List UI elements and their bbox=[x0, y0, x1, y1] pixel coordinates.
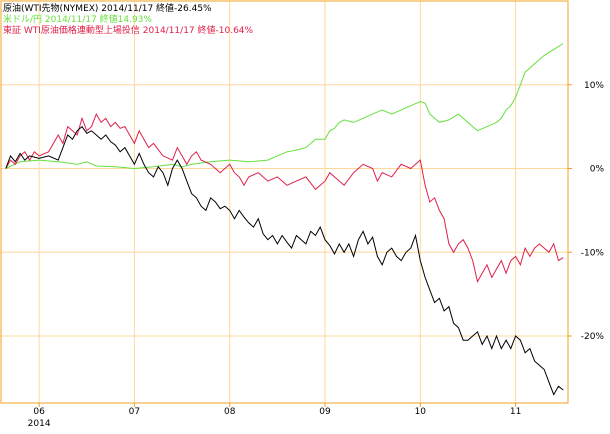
legend-usd-jpy: 米ドル/円 2014/11/17 終値14.93% bbox=[3, 13, 152, 25]
series-line-0 bbox=[5, 125, 564, 396]
series-line-1 bbox=[5, 43, 564, 170]
series-lines bbox=[5, 43, 564, 396]
y-tick-label-1: 0% bbox=[590, 165, 605, 175]
y-tick-label-0: 10% bbox=[584, 81, 604, 91]
y-axis: 10% 0% -10% -20% bbox=[568, 81, 604, 342]
x-tick-label-3: 09 bbox=[319, 407, 331, 417]
y-tick-label-3: -20% bbox=[581, 332, 605, 342]
series-line-2 bbox=[5, 112, 564, 283]
x-tick-label-5: 11 bbox=[510, 407, 521, 417]
x-tick-label-2: 08 bbox=[224, 407, 236, 417]
x-year-label: 2014 bbox=[28, 419, 51, 429]
x-tick-label-4: 10 bbox=[415, 407, 427, 417]
x-tick-label-1: 07 bbox=[129, 407, 140, 417]
legend-wti-etf: 東証 WTI原油価格連動型上場投信 2014/11/17 終値-10.64% bbox=[3, 24, 254, 36]
y-tick-label-2: -10% bbox=[581, 248, 605, 258]
x-tick-label-0: 06 bbox=[33, 407, 45, 417]
x-axis: 06 07 08 09 10 11 2014 bbox=[28, 403, 521, 429]
plot-frame bbox=[0, 0, 569, 404]
legend-crude-oil: 原油(WTI先物(NYMEX) 2014/11/17 終値-26.45% bbox=[3, 2, 212, 14]
legend: 原油(WTI先物(NYMEX) 2014/11/17 終値-26.45% 米ドル… bbox=[3, 2, 254, 36]
